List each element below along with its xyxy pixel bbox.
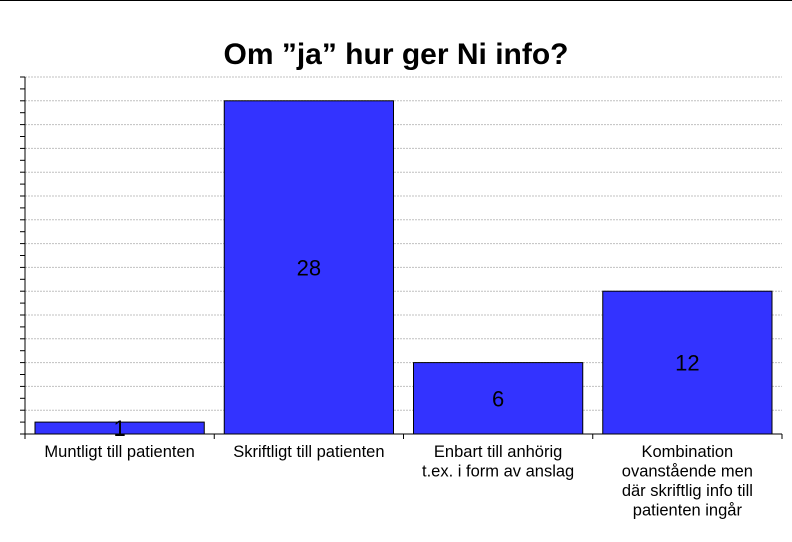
bar [413, 362, 584, 435]
category-label: Enbart till anhörig [434, 443, 562, 461]
category-label: ovanstående men [622, 463, 753, 481]
data-label: 28 [297, 255, 321, 280]
category-label: patienten ingår [633, 502, 743, 520]
bar [602, 290, 773, 435]
chart-title: Om ”ja” hur ger Ni info? [223, 38, 569, 71]
data-label: 6 [492, 386, 504, 411]
category-label: t.ex. i form av anslag [422, 463, 574, 481]
category-label: Kombination [642, 443, 734, 461]
category-label: Muntligt till patienten [44, 443, 194, 461]
data-label: 1 [114, 416, 126, 441]
category-label: där skriftlig info till [622, 482, 753, 500]
top-border [0, 0, 792, 1]
category-label: Skriftligt till patienten [233, 443, 384, 461]
data-label: 12 [675, 351, 699, 376]
bar [223, 100, 394, 435]
